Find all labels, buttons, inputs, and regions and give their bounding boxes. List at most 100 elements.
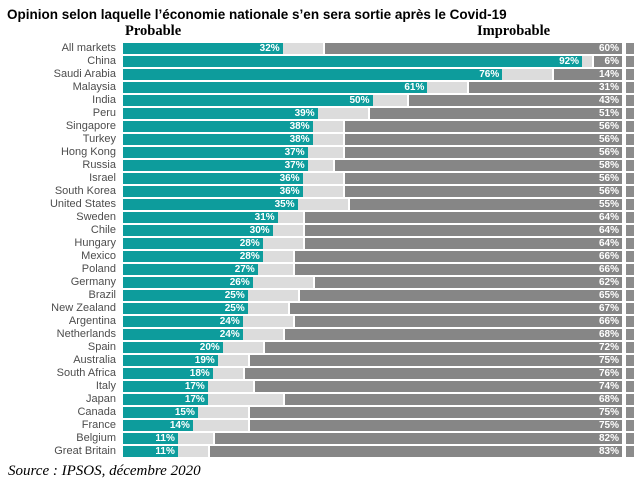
chart-row: Argentina 24% 66% bbox=[8, 315, 636, 328]
improbable-value-label: 64% bbox=[598, 238, 619, 249]
chart-row: All markets 32% 60% bbox=[8, 42, 636, 55]
row-edge-cap bbox=[626, 43, 634, 54]
chart-row: Turkey 38% 56% bbox=[8, 133, 636, 146]
improbable-bar: 56% bbox=[342, 134, 622, 145]
probable-value-label: 28% bbox=[239, 251, 260, 262]
improbable-bar: 75% bbox=[247, 355, 622, 366]
row-edge-cap bbox=[626, 160, 634, 171]
improbable-value-label: 66% bbox=[598, 264, 619, 275]
row-edge-cap bbox=[626, 407, 634, 418]
probable-bar: 25% bbox=[123, 303, 248, 314]
country-label: Belgium bbox=[76, 432, 116, 444]
improbable-value-label: 6% bbox=[604, 56, 619, 67]
stacked-bar: 11% 83% bbox=[123, 446, 622, 457]
probable-value-label: 27% bbox=[234, 264, 255, 275]
improbable-value-label: 62% bbox=[598, 277, 619, 288]
improbable-value-label: 51% bbox=[598, 108, 619, 119]
probable-value-label: 28% bbox=[239, 238, 260, 249]
neutral-bar bbox=[247, 290, 298, 301]
probable-bar: 19% bbox=[123, 355, 218, 366]
row-edge-cap bbox=[626, 108, 634, 119]
chart-row: Poland 27% 66% bbox=[8, 263, 636, 276]
improbable-bar: 56% bbox=[342, 121, 622, 132]
chart-row: Chile 30% 64% bbox=[8, 224, 636, 237]
source-caption: Source : IPSOS, décembre 2020 bbox=[8, 463, 201, 479]
neutral-bar bbox=[212, 368, 243, 379]
neutral-bar bbox=[427, 82, 468, 93]
improbable-value-label: 14% bbox=[598, 69, 619, 80]
improbable-value-label: 75% bbox=[598, 407, 619, 418]
neutral-bar bbox=[262, 251, 293, 262]
probable-bar: 76% bbox=[123, 69, 503, 80]
stacked-bar: 17% 68% bbox=[123, 394, 622, 405]
neutral-bar bbox=[262, 238, 303, 249]
row-edge-cap bbox=[626, 212, 634, 223]
row-edge-cap bbox=[626, 355, 634, 366]
probable-bar: 36% bbox=[123, 173, 303, 184]
row-edge-cap bbox=[626, 121, 634, 132]
improbable-bar: 66% bbox=[292, 316, 622, 327]
chart-row: Israel 36% 56% bbox=[8, 172, 636, 185]
probable-value-label: 37% bbox=[284, 147, 305, 158]
probable-bar: 27% bbox=[123, 264, 258, 275]
improbable-value-label: 68% bbox=[598, 394, 619, 405]
country-label: Hong Kong bbox=[60, 146, 116, 158]
country-label: Malaysia bbox=[72, 81, 116, 93]
improbable-value-label: 66% bbox=[598, 251, 619, 262]
improbable-value-label: 55% bbox=[598, 199, 619, 210]
probable-value-label: 39% bbox=[294, 108, 315, 119]
chart-row: Australia 19% 75% bbox=[8, 354, 636, 367]
stacked-bar: 61% 31% bbox=[123, 82, 622, 93]
country-label: Israel bbox=[89, 172, 116, 184]
probable-value-label: 17% bbox=[184, 381, 205, 392]
probable-bar: 24% bbox=[123, 316, 243, 327]
improbable-bar: 56% bbox=[342, 147, 622, 158]
improbable-value-label: 58% bbox=[598, 160, 619, 171]
probable-bar: 18% bbox=[123, 368, 213, 379]
chart-row: Singapore 38% 56% bbox=[8, 120, 636, 133]
improbable-value-label: 67% bbox=[598, 303, 619, 314]
improbable-value-label: 56% bbox=[598, 173, 619, 184]
improbable-value-label: 76% bbox=[598, 368, 619, 379]
country-label: Netherlands bbox=[56, 328, 116, 340]
improbable-value-label: 31% bbox=[598, 82, 619, 93]
neutral-bar bbox=[252, 277, 313, 288]
row-edge-cap bbox=[626, 394, 634, 405]
neutral-bar bbox=[272, 225, 303, 236]
country-label: All markets bbox=[61, 42, 116, 54]
improbable-value-label: 56% bbox=[598, 121, 619, 132]
column-headers: Probable Improbable bbox=[0, 22, 636, 42]
neutral-bar bbox=[257, 264, 293, 275]
row-edge-cap bbox=[626, 251, 634, 262]
stacked-bar-chart: All markets 32% 60% China 92% 6% Saudi Arabia 7… bbox=[0, 42, 636, 458]
improbable-bar: 82% bbox=[212, 433, 622, 444]
country-label: Russia bbox=[82, 159, 116, 171]
row-edge-cap bbox=[626, 264, 634, 275]
neutral-bar bbox=[277, 212, 303, 223]
chart-row: Great Britain 11% 83% bbox=[8, 445, 636, 458]
probable-bar: 36% bbox=[123, 186, 303, 197]
row-edge-cap bbox=[626, 329, 634, 340]
country-label: Germany bbox=[70, 276, 116, 288]
improbable-bar: 62% bbox=[312, 277, 622, 288]
improbable-bar: 31% bbox=[467, 82, 622, 93]
stacked-bar: 38% 56% bbox=[123, 121, 622, 132]
probable-value-label: 37% bbox=[284, 160, 305, 171]
probable-value-label: 61% bbox=[404, 82, 425, 93]
row-edge-cap bbox=[626, 147, 634, 158]
chart-row: Germany 26% 62% bbox=[8, 276, 636, 289]
improbable-bar: 51% bbox=[367, 108, 622, 119]
stacked-bar: 25% 65% bbox=[123, 290, 622, 301]
probable-value-label: 19% bbox=[194, 355, 215, 366]
chart-row: South Africa 18% 76% bbox=[8, 367, 636, 380]
row-edge-cap bbox=[626, 186, 634, 197]
probable-value-label: 18% bbox=[189, 368, 210, 379]
country-label: Sweden bbox=[76, 211, 116, 223]
country-label: Japan bbox=[86, 393, 116, 405]
chart-row: Italy 17% 74% bbox=[8, 380, 636, 393]
stacked-bar: 24% 68% bbox=[123, 329, 622, 340]
improbable-bar: 65% bbox=[297, 290, 622, 301]
country-label: Peru bbox=[92, 107, 116, 119]
stacked-bar: 35% 55% bbox=[123, 199, 622, 210]
neutral-bar bbox=[372, 95, 408, 106]
